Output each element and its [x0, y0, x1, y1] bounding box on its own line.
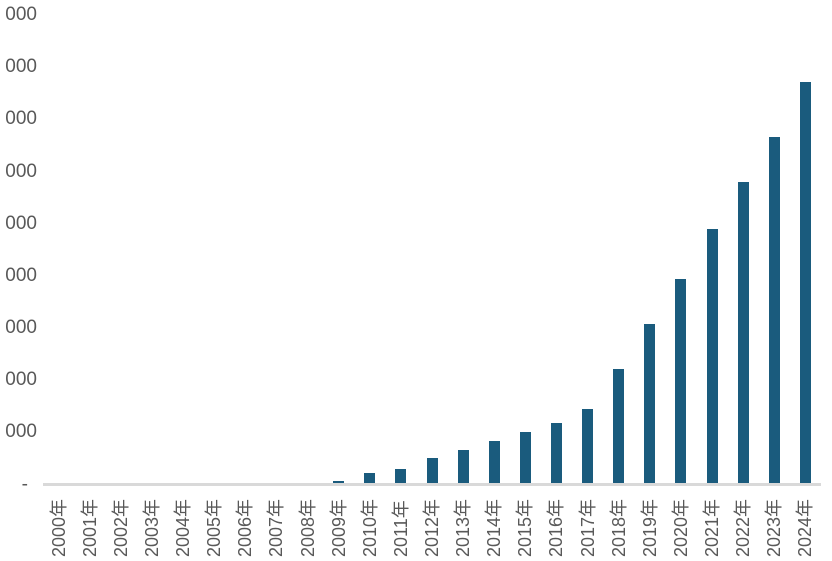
y-tick-label: - — [21, 473, 28, 495]
x-tick-label: 2000年 — [48, 498, 69, 557]
x-tick-label: 2019年 — [639, 498, 660, 557]
x-tick-label: 2017年 — [577, 498, 598, 557]
y-tick-label: 000 — [5, 317, 37, 338]
x-tick-label: 2001年 — [79, 498, 100, 557]
y-tick-label: 000 — [5, 56, 37, 78]
y-tick-label: 000 — [5, 369, 37, 391]
bar-2021年 — [706, 229, 718, 485]
x-tick-label: 2022年 — [733, 498, 754, 557]
x-tick-label: 2023年 — [764, 498, 785, 557]
y-tick-label: 000 — [5, 421, 37, 443]
x-tick-label: 2012年 — [422, 498, 442, 557]
bar-2024年 — [799, 82, 811, 485]
y-tick-label: 000 — [5, 212, 37, 234]
x-tick-label: 2008年 — [297, 498, 318, 557]
y-tick-label: 000 — [5, 160, 37, 182]
x-tick-label: 2024年 — [795, 498, 816, 557]
bar-2023年 — [768, 136, 780, 485]
bar-2011年 — [395, 468, 407, 485]
x-tick-label: 2011年 — [390, 500, 411, 557]
bar-2012年 — [426, 458, 438, 485]
x-tick-label: 2015年 — [515, 498, 536, 557]
bar-2016年 — [550, 422, 562, 485]
x-tick-label: 2013年 — [453, 498, 474, 557]
bar-2020年 — [675, 278, 687, 485]
x-tick-label: 2004年 — [173, 498, 194, 557]
bar-2009年 — [333, 481, 345, 485]
bar-2017年 — [582, 409, 594, 485]
x-tick-label: 2007年 — [266, 498, 287, 557]
x-tick-label: 2002年 — [110, 498, 131, 557]
y-tick-label: 000 — [5, 264, 37, 286]
y-tick-label: 000 — [5, 4, 37, 25]
x-tick-label: 2014年 — [484, 498, 505, 557]
bar-2019年 — [644, 323, 656, 485]
x-tick-label: 2010年 — [359, 498, 380, 557]
bar-2022年 — [737, 182, 749, 485]
x-tick-label: 2005年 — [204, 498, 225, 557]
bar-2013年 — [457, 450, 469, 485]
x-tick-label: 2020年 — [670, 498, 691, 557]
x-axis-line — [43, 483, 821, 486]
bar-2010年 — [364, 473, 376, 485]
x-tick-label: 2018年 — [608, 498, 629, 557]
x-tick-label: 2009年 — [328, 498, 349, 557]
bar-2018年 — [613, 368, 625, 485]
bar-2014年 — [488, 441, 500, 485]
x-tick-label: 2003年 — [141, 498, 162, 557]
y-tick-label: 000 — [5, 108, 37, 130]
x-tick-label: 2016年 — [546, 498, 567, 557]
x-tick-label: 2021年 — [702, 498, 723, 557]
bar-2015年 — [519, 432, 531, 485]
x-tick-label: 2006年 — [235, 498, 256, 557]
